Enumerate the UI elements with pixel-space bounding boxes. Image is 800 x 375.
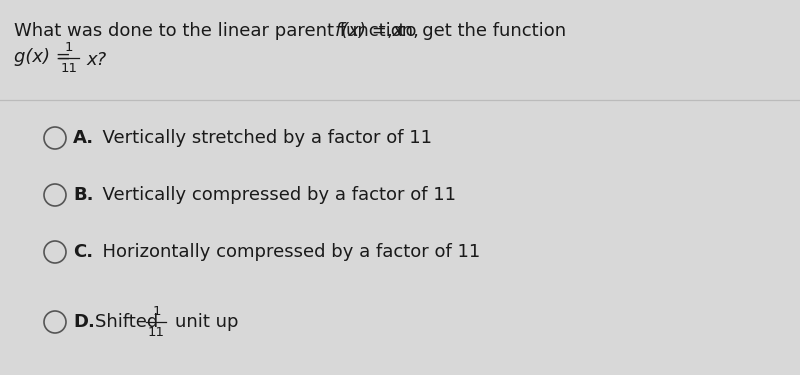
Text: unit up: unit up [175, 313, 239, 331]
Text: C.: C. [73, 243, 93, 261]
Text: 1: 1 [65, 41, 74, 54]
Text: D.: D. [73, 313, 95, 331]
Text: B.: B. [73, 186, 94, 204]
Text: f(x) = x: f(x) = x [335, 22, 403, 40]
Text: g(x) =: g(x) = [14, 48, 77, 66]
Text: 1: 1 [152, 305, 161, 318]
Text: Horizontally compressed by a factor of 11: Horizontally compressed by a factor of 1… [91, 243, 480, 261]
Text: Shifted: Shifted [95, 313, 164, 331]
Text: Vertically compressed by a factor of 11: Vertically compressed by a factor of 11 [91, 186, 456, 204]
Text: , to get the function: , to get the function [386, 22, 566, 40]
Text: Vertically stretched by a factor of 11: Vertically stretched by a factor of 11 [91, 129, 432, 147]
Text: 11: 11 [61, 62, 78, 75]
Text: What was done to the linear parent function,: What was done to the linear parent funct… [14, 22, 425, 40]
Text: 11: 11 [148, 326, 165, 339]
Text: A.: A. [73, 129, 94, 147]
Text: x?: x? [87, 51, 107, 69]
